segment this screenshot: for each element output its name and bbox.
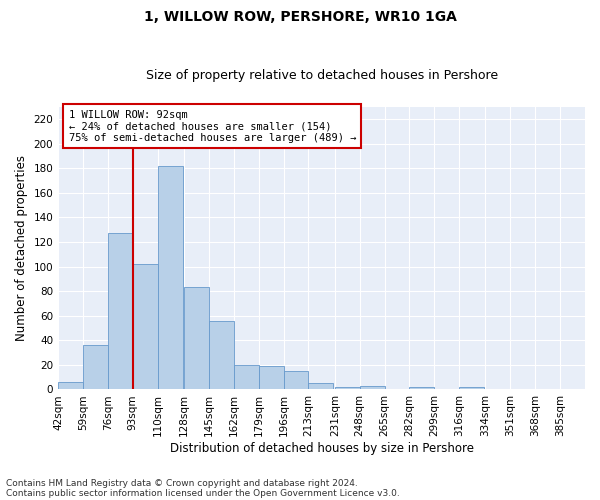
Text: Contains HM Land Registry data © Crown copyright and database right 2024.: Contains HM Land Registry data © Crown c…: [6, 478, 358, 488]
Bar: [409, 387, 434, 390]
Bar: [184, 288, 209, 390]
X-axis label: Distribution of detached houses by size in Pershore: Distribution of detached houses by size …: [170, 442, 473, 455]
Bar: [108, 234, 133, 390]
Bar: [308, 384, 333, 390]
Y-axis label: Number of detached properties: Number of detached properties: [15, 155, 28, 341]
Bar: [133, 264, 158, 390]
Bar: [234, 365, 259, 390]
Bar: [284, 371, 308, 390]
Bar: [158, 166, 182, 390]
Bar: [459, 387, 484, 390]
Bar: [83, 345, 108, 390]
Bar: [58, 382, 83, 390]
Bar: [335, 387, 359, 390]
Text: Contains public sector information licensed under the Open Government Licence v3: Contains public sector information licen…: [6, 488, 400, 498]
Bar: [209, 320, 234, 390]
Title: Size of property relative to detached houses in Pershore: Size of property relative to detached ho…: [146, 69, 497, 82]
Text: 1, WILLOW ROW, PERSHORE, WR10 1GA: 1, WILLOW ROW, PERSHORE, WR10 1GA: [143, 10, 457, 24]
Bar: [359, 386, 385, 390]
Text: 1 WILLOW ROW: 92sqm
← 24% of detached houses are smaller (154)
75% of semi-detac: 1 WILLOW ROW: 92sqm ← 24% of detached ho…: [69, 110, 356, 143]
Bar: [259, 366, 284, 390]
